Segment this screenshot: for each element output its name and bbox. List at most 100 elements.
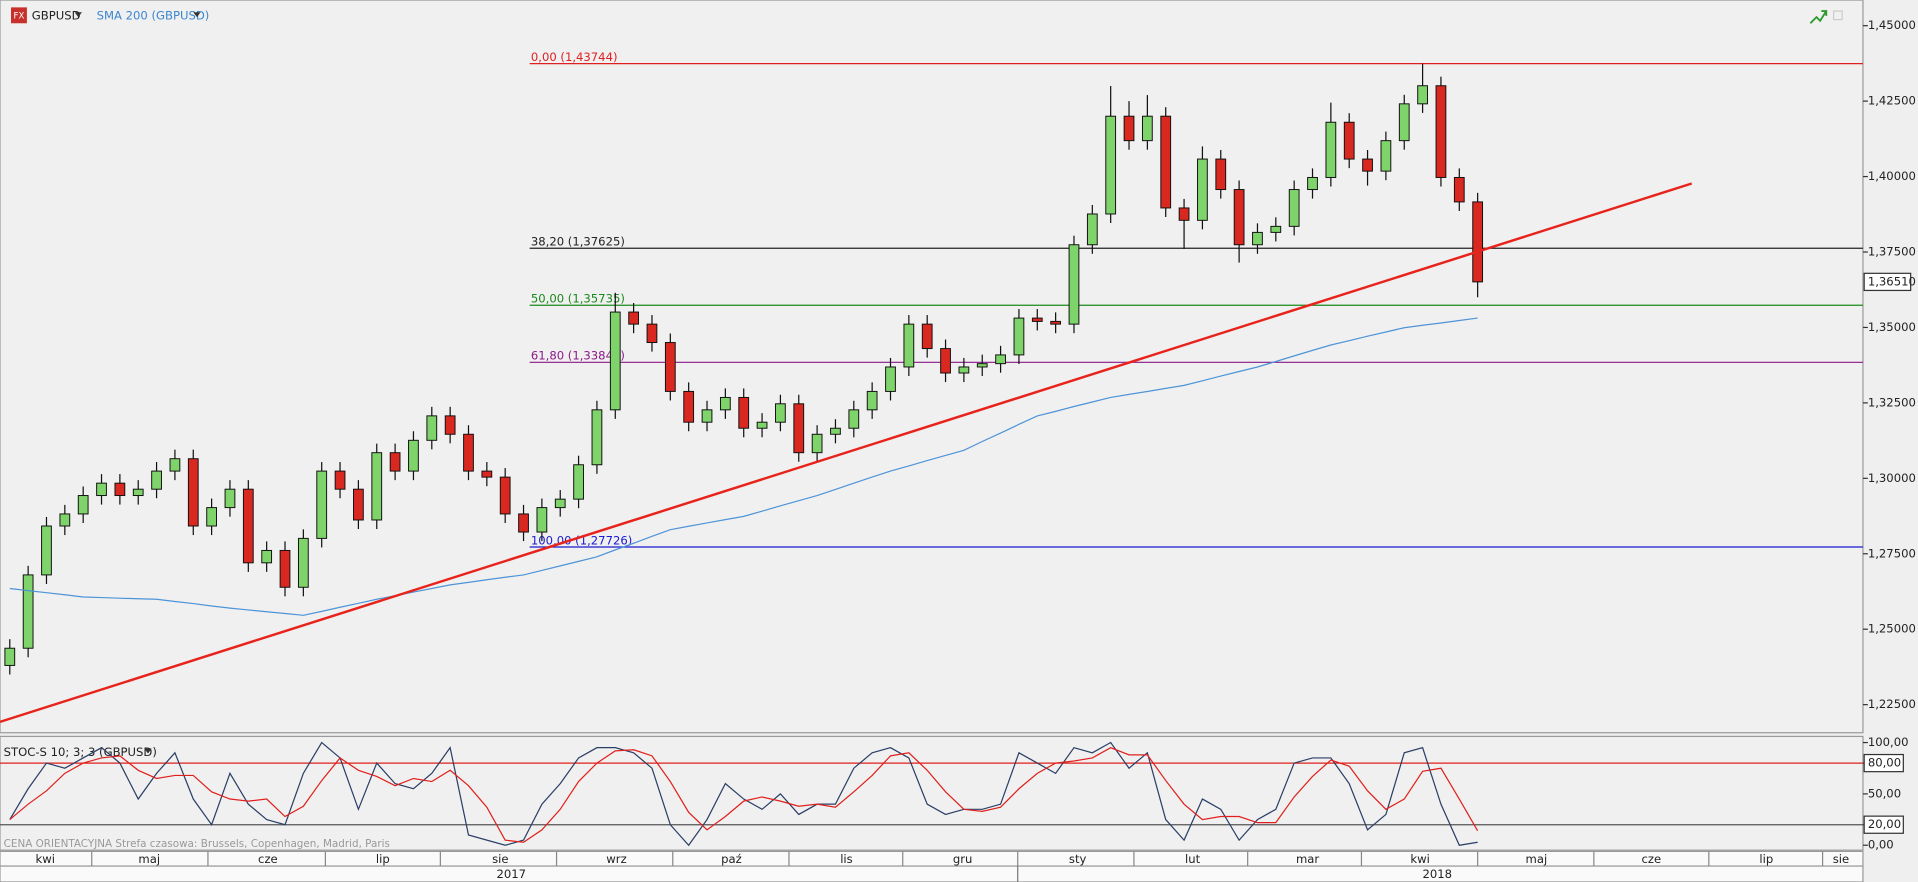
candle-body bbox=[885, 366, 896, 392]
stoch-panel bbox=[0, 735, 1864, 851]
candle-body bbox=[206, 507, 217, 527]
y-tick-label: 0,00 bbox=[1868, 838, 1894, 852]
symbol-icon-text: FX bbox=[14, 11, 25, 21]
candle-body bbox=[1380, 140, 1392, 172]
candle-body bbox=[1362, 158, 1373, 172]
y-tick-box bbox=[1863, 753, 1904, 773]
candle-body bbox=[1031, 317, 1043, 322]
candle-body bbox=[1160, 115, 1172, 209]
candle-body bbox=[536, 507, 548, 533]
x-tick-label: paź bbox=[721, 852, 742, 866]
x-tick-label: maj bbox=[1526, 852, 1548, 866]
year-label: 2018 bbox=[1423, 867, 1453, 881]
candle-body bbox=[830, 427, 841, 435]
candle-body bbox=[463, 433, 474, 472]
y-tick-label: 50,00 bbox=[1868, 786, 1901, 800]
candle-body bbox=[756, 421, 768, 429]
year-bar bbox=[0, 865, 1864, 882]
candle-body bbox=[738, 396, 750, 429]
candle-body bbox=[1472, 201, 1484, 283]
dropdown-arrow[interactable] bbox=[193, 12, 201, 18]
x-tick-label: lis bbox=[840, 852, 853, 866]
candle-body bbox=[1343, 121, 1355, 160]
x-tick-label: lip bbox=[376, 852, 390, 866]
candle-body bbox=[683, 390, 695, 423]
candle-body bbox=[921, 323, 933, 350]
candle-body bbox=[1086, 213, 1098, 246]
candle-body bbox=[793, 403, 805, 454]
candle-body bbox=[371, 452, 383, 521]
y-tick-label: 1,22500 bbox=[1868, 697, 1916, 711]
y-tick-label: 1,40000 bbox=[1868, 169, 1916, 183]
year-label: 2017 bbox=[497, 867, 527, 881]
series-line bbox=[9, 746, 1479, 843]
candle-body bbox=[1013, 317, 1025, 356]
y-tick-label: 1,42500 bbox=[1868, 94, 1916, 108]
x-tick-label: mar bbox=[1296, 852, 1319, 866]
x-tick-label: cze bbox=[258, 852, 278, 866]
stoch-label[interactable]: STOC-S 10; 3; 3 (GBPUSD) bbox=[4, 745, 157, 759]
candle-body bbox=[775, 403, 786, 423]
sma-label[interactable]: SMA 200 (GBPUSD) bbox=[97, 8, 210, 22]
candle-body bbox=[444, 415, 456, 435]
window-icon[interactable] bbox=[1832, 10, 1843, 21]
x-tick-label: kwi bbox=[36, 852, 55, 866]
candle-body bbox=[279, 549, 291, 588]
y-tick-label: 1,27500 bbox=[1868, 546, 1916, 560]
dropdown-arrow[interactable] bbox=[144, 748, 152, 754]
candle-body bbox=[646, 323, 658, 344]
candle-body bbox=[389, 452, 401, 472]
candle-body bbox=[187, 458, 199, 527]
candle-body bbox=[353, 488, 364, 521]
x-tick-label: wrz bbox=[606, 852, 626, 866]
candle-body bbox=[664, 342, 676, 392]
candle-body bbox=[224, 488, 236, 509]
candle-body bbox=[1453, 176, 1465, 203]
candle-body bbox=[132, 488, 144, 497]
candle-body bbox=[41, 525, 52, 576]
y-tick-label: 100,00 bbox=[1868, 735, 1909, 749]
fib-label: 0,00 (1,43744) bbox=[531, 50, 618, 64]
x-tick-label: cze bbox=[1642, 852, 1662, 866]
candle-body bbox=[628, 311, 640, 325]
candle-body bbox=[77, 495, 89, 515]
candle-body bbox=[1105, 115, 1117, 215]
trend-line bbox=[0, 182, 1693, 724]
symbol-label[interactable]: GBPUSD bbox=[32, 8, 81, 22]
candle-body bbox=[1068, 244, 1080, 325]
candle-body bbox=[848, 409, 860, 429]
y-tick-label: 1,35000 bbox=[1868, 320, 1916, 334]
fib-label: 50,00 (1,35735) bbox=[531, 292, 625, 306]
candle-body bbox=[1435, 85, 1447, 178]
candle-body bbox=[701, 409, 713, 423]
x-tick-label: sty bbox=[1069, 852, 1087, 866]
candle-body bbox=[59, 513, 71, 527]
y-tick-label: 1,32500 bbox=[1868, 395, 1916, 409]
fib-label: 100,00 (1,27726) bbox=[531, 533, 632, 547]
fib-label: 61,80 (1,33845) bbox=[531, 349, 625, 363]
y-tick-label: 1,45000 bbox=[1868, 18, 1916, 32]
candle-body bbox=[1215, 158, 1227, 191]
last-price-box bbox=[1863, 272, 1912, 292]
candle-body bbox=[1307, 176, 1318, 191]
y-tick-box bbox=[1863, 815, 1904, 834]
candle-body bbox=[719, 396, 731, 411]
candle-body bbox=[1050, 320, 1062, 325]
candle-body bbox=[609, 311, 621, 411]
y-tick-label: 1,37500 bbox=[1868, 245, 1916, 259]
candle-body bbox=[554, 498, 566, 509]
dropdown-arrow[interactable] bbox=[74, 12, 82, 18]
x-tick-label: lut bbox=[1185, 852, 1201, 866]
y-tick-label: 1,30000 bbox=[1868, 471, 1916, 485]
x-tick-label: lip bbox=[1759, 852, 1773, 866]
candle-body bbox=[1141, 115, 1153, 142]
series-line bbox=[9, 741, 1478, 847]
candle-body bbox=[1325, 121, 1337, 178]
trend-icon[interactable] bbox=[1809, 10, 1828, 24]
series-line bbox=[9, 317, 1478, 616]
candle-body bbox=[995, 354, 1006, 365]
candle-body bbox=[408, 439, 419, 472]
candle-body bbox=[976, 363, 988, 368]
